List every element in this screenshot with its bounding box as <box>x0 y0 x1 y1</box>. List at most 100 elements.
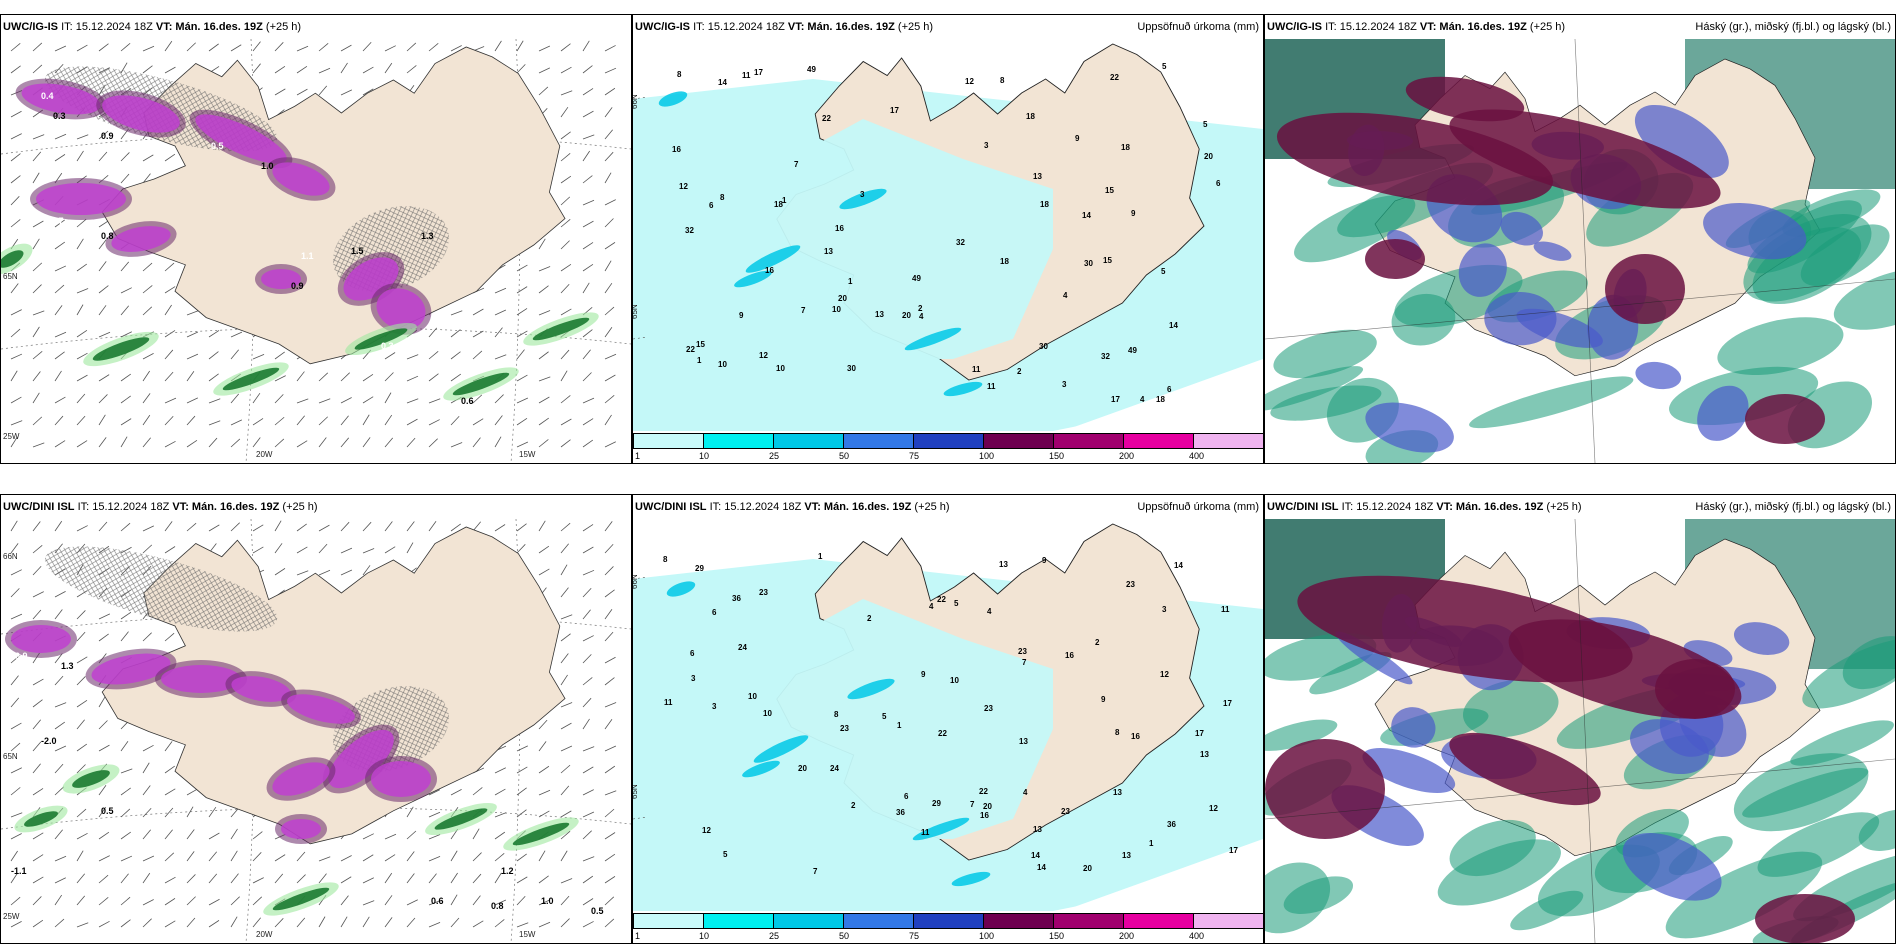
wind-value-label: 0.9 <box>101 131 114 141</box>
legend-label: 200 <box>1119 931 1135 941</box>
wind-value-label: 0.8 <box>101 231 114 241</box>
panel-cloud-dini: UWC/DINI ISL IT: 15.12.2024 18Z VT: Mán.… <box>1264 494 1896 944</box>
legend-swatch <box>1193 433 1263 449</box>
legend-swatch <box>913 913 984 929</box>
precip-value-label: 7 <box>801 306 806 315</box>
lead-time: (+25 h) <box>265 21 302 33</box>
precip-value-label: 11 <box>742 71 751 80</box>
wind-value-label: -1.8 <box>59 729 75 739</box>
precip-value-label: 1 <box>782 196 787 205</box>
precip-value-label: 22 <box>937 595 946 604</box>
wind-value-label: 1.0 <box>261 161 274 171</box>
grid-label: 66N <box>633 574 639 589</box>
legend-label: 100 <box>979 451 995 461</box>
legend-swatch <box>703 913 774 929</box>
panel-title: Uppsöfnuð úrkoma (mm) <box>1137 21 1259 33</box>
precip-value-label: 9 <box>1042 556 1047 565</box>
legend-label: 1 <box>635 931 641 941</box>
grid-label: 25W <box>3 912 20 921</box>
panel-header: UWC/DINI ISL IT: 15.12.2024 18Z VT: Mán.… <box>1 495 631 519</box>
init-time: IT: 15.12.2024 18Z <box>61 21 153 33</box>
precip-value-label: 12 <box>759 351 768 360</box>
precip-legend: 1 10 25 50 75 100 150 200 400 <box>633 909 1263 943</box>
cloud-map <box>1265 519 1895 943</box>
precip-value-label: 13 <box>1122 851 1131 860</box>
precip-value-label: 1 <box>897 721 902 730</box>
legend-label: 25 <box>769 931 780 941</box>
precip-value-label: 10 <box>718 360 727 369</box>
precip-value-label: 16 <box>1065 651 1074 660</box>
wind-value-label: 0.8 <box>491 901 504 911</box>
legend-swatch <box>703 433 774 449</box>
precip-value-label: 15 <box>696 340 705 349</box>
precip-value-label: 23 <box>984 704 993 713</box>
precip-value-label: 32 <box>1101 352 1110 361</box>
grid-label: 25W <box>3 432 20 441</box>
legend-swatch <box>1123 913 1194 929</box>
init-time: IT: 15.12.2024 18Z <box>709 501 802 513</box>
precip-value-label: 6 <box>1216 179 1221 188</box>
grid-label: 66N <box>3 552 18 561</box>
precip-value-label: 23 <box>1018 647 1027 656</box>
precip-value-label: 18 <box>1121 143 1130 152</box>
precip-value-label: 20 <box>838 294 847 303</box>
legend-label: 25 <box>769 451 780 461</box>
precip-value-label: 23 <box>759 588 768 597</box>
legend-swatch <box>983 913 1054 929</box>
panel-header: UWC/IG-IS IT: 15.12.2024 18Z VT: Mán. 16… <box>1 15 631 39</box>
panel-title: Háský (gr.), miðský (fj.bl.) og lágský (… <box>1695 501 1891 513</box>
precip-value-label: 16 <box>1131 732 1140 741</box>
precip-value-label: 17 <box>754 68 763 77</box>
lead-time: (+25 h) <box>897 21 934 33</box>
precip-value-label: 49 <box>912 274 921 283</box>
precip-value-label: 32 <box>956 238 965 247</box>
valid-time: Mán. 16.des. 19Z <box>1455 501 1544 513</box>
valid-label: VT: <box>804 501 821 513</box>
precip-value-label: 3 <box>1162 605 1167 614</box>
panel-precip-igis: UWC/IG-IS IT: 15.12.2024 18Z VT: Mán. 16… <box>632 14 1264 464</box>
precip-value-label: 10 <box>776 364 785 373</box>
wind-value-label: 0.6 <box>431 896 444 906</box>
precip-value-label: 13 <box>1019 737 1028 746</box>
lead-time: (+25 h) <box>1546 501 1582 513</box>
wind-value-label: 0.4 <box>41 91 54 101</box>
precip-value-label: 7 <box>970 800 975 809</box>
wind-value-label: -1.1 <box>11 866 27 876</box>
precip-value-label: 2 <box>1095 638 1100 647</box>
legend-label: 10 <box>699 451 710 461</box>
legend-label: 400 <box>1189 451 1205 461</box>
grid-label: 15W <box>519 930 536 939</box>
precip-value-label: 5 <box>954 599 959 608</box>
precip-value-label: 13 <box>875 310 884 319</box>
precip-value-label: 14 <box>1082 211 1091 220</box>
legend-swatch <box>843 913 914 929</box>
precip-value-label: 18 <box>1026 112 1035 121</box>
panel-header: UWC/DINI ISL IT: 15.12.2024 18Z VT: Mán.… <box>1265 495 1895 519</box>
model-name: UWC/IG-IS <box>3 21 58 33</box>
precip-value-label: 30 <box>1039 342 1048 351</box>
wind-map: 0.9 1.3 -2.0-1.8 0.5 -1.1 1.1 0.6 0.8 0.7 1.0 0.5 2… <box>1 519 631 943</box>
wind-value-label: 0.7 <box>51 216 64 226</box>
legend-label: 75 <box>909 451 920 461</box>
legend-swatch <box>913 433 984 449</box>
precip-value-label: 5 <box>882 712 887 721</box>
precip-value-label: 13 <box>1033 172 1042 181</box>
grid-label: 15W <box>519 450 536 459</box>
precip-value-label: 8 <box>677 70 682 79</box>
precip-value-label: 1 <box>818 552 823 561</box>
valid-time: Mán. 16.des. 19Z <box>175 21 263 33</box>
precip-value-label: 8 <box>720 193 725 202</box>
precip-value-label: 2 <box>918 304 923 313</box>
precip-value-label: 12 <box>679 182 688 191</box>
init-time: IT: 15.12.2024 18Z <box>1341 501 1434 513</box>
precip-value-label: 5 <box>1203 120 1208 129</box>
model-name: UWC/DINI ISL <box>3 501 75 513</box>
precip-value-label: 8 <box>663 555 668 564</box>
precip-value-label: 9 <box>1101 695 1106 704</box>
model-name: UWC/DINI ISL <box>1267 501 1339 513</box>
lead-time: (+25 h) <box>282 501 318 513</box>
precip-value-label: 22 <box>686 345 695 354</box>
precip-value-label: 12 <box>965 77 974 86</box>
legend-label: 75 <box>909 931 920 941</box>
